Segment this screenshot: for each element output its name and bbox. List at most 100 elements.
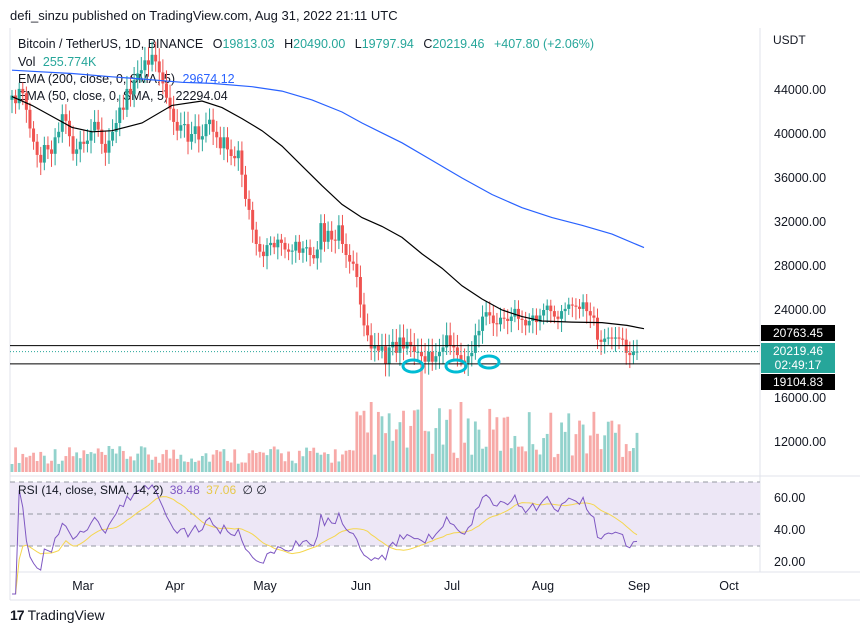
volume-bar [96,448,100,472]
volume-bar [445,419,449,472]
candle-body [427,351,431,362]
low-value: 19797.94 [361,37,414,51]
volume-bar [229,462,233,472]
volume-bar [89,452,93,472]
volume-bar [46,463,50,472]
volume-bar [161,454,165,472]
candle-body [294,241,298,251]
candle-body [175,121,179,131]
volume-bar [373,454,377,472]
close-label: C [423,37,433,51]
candle-body [631,351,635,356]
candle-body [182,124,186,126]
price-tick-label: 36000.00 [774,171,826,185]
volume-bar [215,450,219,472]
candle-body [301,248,305,253]
rsi-extra: ∅ ∅ [242,483,267,497]
volume-bar [297,450,301,472]
volume-bar [283,461,287,472]
volume-bar [387,413,391,472]
candle-body [129,88,133,95]
volume-bar [412,410,416,472]
volume-bar [635,432,639,472]
candle-body [50,149,54,154]
candle-body [387,347,391,364]
volume-bar [132,460,136,472]
candle-body [64,114,68,121]
volume-bar [466,418,470,472]
price-tick-label: 28000.00 [774,259,826,273]
volume-bar [333,449,337,472]
candle-body [409,341,413,347]
volume-bar [294,463,298,472]
volume-bar [337,461,341,472]
candle-body [588,311,592,316]
volume-bar [204,453,208,472]
price-tick-label: 44000.00 [774,83,826,97]
volume-bar [21,453,25,472]
price-tick-label: 40000.00 [774,127,826,141]
candle-body [437,351,441,357]
candle-body [24,93,28,110]
tradingview-logo[interactable]: 17 TradingView [10,607,105,623]
volume-bar [430,453,434,472]
volume-bar [402,410,405,472]
volume-bar [456,457,459,472]
volume-bar [262,452,265,472]
candle-body [89,130,93,141]
candle-body [75,149,79,154]
volume-bar [129,456,132,472]
volume-bar [380,416,384,472]
volume-bar [186,461,190,472]
candle-body [509,316,513,321]
candle-body [121,107,125,110]
candle-body [441,347,445,352]
volume-bar [581,424,585,472]
candle-body [502,317,506,319]
time-tick-label: Apr [165,579,184,593]
volume-bar [64,456,68,472]
volume-bar [542,438,546,472]
volume-bar [175,458,179,472]
candle-body [445,335,449,348]
candle-body [243,174,247,199]
candle-body [448,335,452,346]
candle-body [283,242,287,250]
volume-bar [448,409,452,472]
candle-body [333,239,337,241]
candle-body [186,124,190,142]
candle-body [114,123,118,132]
candle-body [574,305,578,307]
volume-bar [179,454,183,472]
candle-body [78,141,82,150]
candle-body [628,352,632,356]
candle-body [265,245,269,257]
candle-body [200,136,204,140]
volume-bar [574,434,578,472]
volume-bar [398,422,402,472]
candle-body [520,318,524,320]
rsi-tick-label: 40.00 [774,523,805,537]
candle-body [71,136,75,154]
volume-bar [269,449,273,472]
candle-body [373,345,377,349]
volume-bar [326,453,330,472]
volume-bar [107,446,111,472]
candle-body [495,323,499,325]
volume-value: 255.774K [42,55,97,69]
candle-body [484,312,488,317]
candle-body [412,346,416,352]
candle-body [276,239,280,248]
tradingview-logo-icon: 17 [10,607,25,623]
high-label: H [284,37,294,51]
symbol-name: Bitcoin / TetherUS, 1D, BINANCE [18,37,204,51]
candle-body [247,198,251,210]
candle-body [32,128,36,142]
candle-body [125,88,129,110]
volume-bar [394,429,398,472]
candle-body [384,346,388,364]
volume-bar [538,454,542,472]
volume-bar [614,432,617,472]
volume-bar [14,447,17,472]
